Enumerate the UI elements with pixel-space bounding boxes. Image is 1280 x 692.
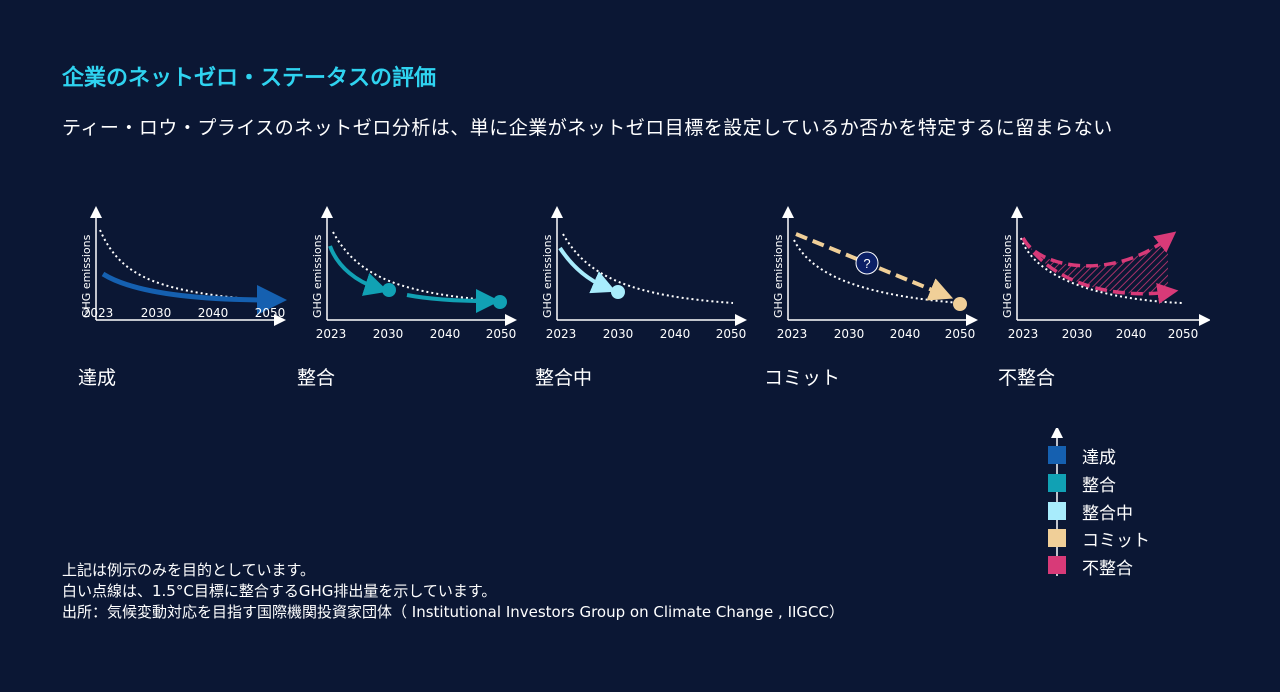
tick-label: 2040 (1116, 327, 1147, 341)
chart-aligned: GHG emissions 2023 2030 2040 2050 (311, 206, 517, 341)
tick-label: 2040 (660, 327, 691, 341)
target-pathway-line (562, 233, 734, 304)
y-axis-label: GHG emissions (311, 234, 324, 318)
footnotes: 上記は例示のみを目的としています。 白い点線は、1.5°C目標に整合するGHG排… (62, 560, 844, 623)
footnote: 上記は例示のみを目的としています。 (62, 561, 316, 579)
tick-label: 2050 (945, 327, 976, 341)
milestone-dot (382, 283, 396, 297)
legend-label-achieved: 達成 (1082, 448, 1116, 468)
legend-label-committed: コミット (1082, 531, 1150, 551)
tick-label: 2030 (603, 327, 634, 341)
legend-swatch-aligning (1048, 502, 1066, 520)
tick-label: 2023 (316, 327, 347, 341)
tick-label: 2050 (486, 327, 517, 341)
y-axis-label: GHG emissions (541, 234, 554, 318)
y-axis-label: GHG emissions (1001, 234, 1014, 318)
panel-label-aligned: 整合 (297, 367, 336, 389)
panel-label-not-aligned: 不整合 (998, 367, 1056, 389)
emissions-line-aligning (558, 246, 616, 294)
tick-label: 2040 (198, 306, 229, 320)
legend: 達成 整合 整合中 コミット 不整合 (1040, 428, 1200, 579)
milestone-dot (953, 297, 967, 311)
footnote: 白い点線は、1.5°C目標に整合するGHG排出量を示しています。 (62, 582, 497, 600)
tick-label: 2030 (141, 306, 172, 320)
y-axis-label: GHG emissions (80, 234, 93, 318)
milestone-dot (611, 285, 625, 299)
tick-label: 2040 (890, 327, 921, 341)
target-pathway-line (99, 229, 271, 302)
tick-label: 2030 (373, 327, 404, 341)
legend-scale (1048, 428, 1066, 576)
emissions-line-upper (1021, 231, 1177, 268)
page-title: 企業のネットゼロ・ステータスの評価 (62, 66, 437, 91)
tick-label: 2050 (255, 306, 286, 320)
tick-label: 2023 (83, 306, 114, 320)
emissions-line-lower (1021, 237, 1179, 304)
panel-achieved: GHG emissions 2023 2030 2040 2050 達成 (72, 200, 287, 390)
milestone-dot (493, 295, 507, 309)
panel-aligned: GHG emissions 2023 2030 2040 2050 整合 (297, 200, 518, 390)
chart-not-aligned: GHG emissions 2023 2030 2040 2050 (1001, 206, 1210, 341)
legend-swatch-committed (1048, 529, 1066, 547)
chart-committed: ? GHG emissions 2023 2030 2040 2050 (772, 206, 978, 341)
page-subtitle: ティー・ロウ・プライスのネットゼロ分析は、単に企業がネットゼロ目標を設定している… (62, 117, 1113, 139)
panel-not-aligned: GHG emissions 2023 2030 2040 2050 不整合 (995, 200, 1210, 390)
target-pathway-line (1020, 237, 1184, 304)
tick-label: 2050 (716, 327, 747, 341)
target-pathway-line (332, 231, 502, 302)
emissions-line-achieved (101, 271, 287, 315)
tick-label: 2023 (777, 327, 808, 341)
legend-label-not-aligned: 不整合 (1082, 559, 1133, 579)
y-axis-label: GHG emissions (772, 234, 785, 318)
chart-achieved: GHG emissions 2023 2030 2040 2050 (80, 206, 287, 326)
tick-label: 2030 (834, 327, 865, 341)
panel-aligning: GHG emissions 2023 2030 2040 2050 整合中 (533, 200, 748, 390)
legend-swatch-aligned (1048, 474, 1066, 492)
tick-label: 2023 (1008, 327, 1039, 341)
target-pathway-line (793, 239, 961, 304)
panel-label-committed: コミット (764, 367, 841, 389)
question-icon (855, 251, 879, 275)
legend-label-aligning: 整合中 (1082, 504, 1133, 524)
tick-label: 2023 (546, 327, 577, 341)
tick-label: 2030 (1062, 327, 1093, 341)
panel-label-achieved: 達成 (78, 367, 117, 389)
source-note: 出所：気候変動対応を目指す国際機関投資家団体（ Institutional In… (62, 603, 845, 621)
panel-committed: ? GHG emissions 2023 2030 2040 2050 コミット (764, 200, 979, 390)
emissions-line-aligned-2 (406, 288, 500, 313)
chart-aligning: GHG emissions 2023 2030 2040 2050 (541, 206, 747, 341)
tick-label: 2040 (430, 327, 461, 341)
question-mark: ? (863, 256, 870, 271)
panel-label-aligning: 整合中 (535, 367, 593, 389)
emissions-line-aligned-1 (328, 245, 389, 296)
legend-swatch-not-aligned (1048, 556, 1066, 574)
legend-swatch-achieved (1048, 446, 1066, 464)
legend-label-aligned: 整合 (1082, 476, 1116, 496)
tick-label: 2050 (1168, 327, 1199, 341)
